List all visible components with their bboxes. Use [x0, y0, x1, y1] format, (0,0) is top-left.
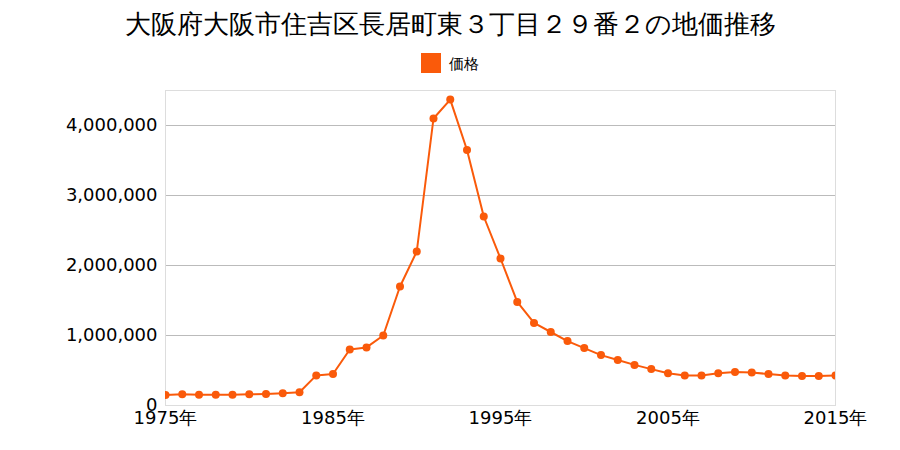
svg-text:3,000,000: 3,000,000 — [66, 184, 158, 205]
html-text:大阪府大阪市住吉区長居町東３丁目２９番２の地価推移: 大阪府大阪市住吉区長居町東３丁目２９番２の地価推移 — [124, 9, 776, 39]
svg-text:1995年: 1995年 — [469, 407, 533, 428]
svg-text:1975年: 1975年 — [134, 407, 198, 428]
svg-text:2,000,000: 2,000,000 — [66, 254, 158, 275]
svg-text:1,000,000: 1,000,000 — [66, 324, 158, 345]
svg-text:2015年: 2015年 — [804, 407, 868, 428]
svg-text:4,000,000: 4,000,000 — [66, 114, 158, 135]
html-text:価格: 価格 — [449, 55, 479, 73]
svg-text:1985年: 1985年 — [301, 407, 365, 428]
svg-text:0: 0 — [146, 394, 158, 416]
svg-text:2005年: 2005年 — [636, 407, 700, 428]
